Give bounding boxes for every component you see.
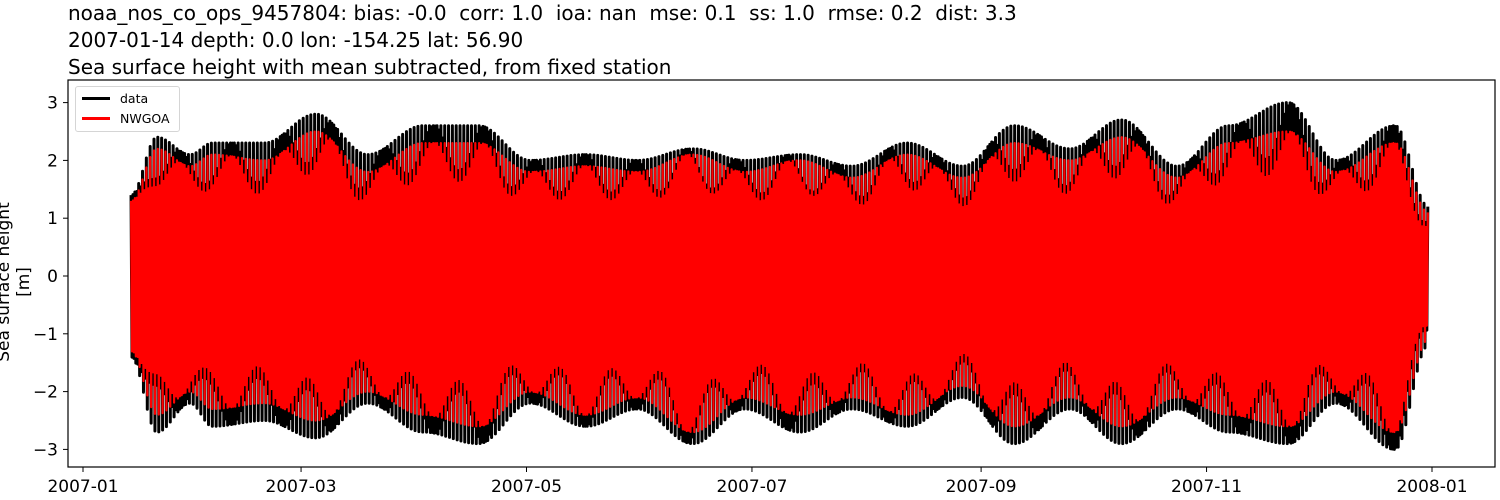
legend-label-data: data xyxy=(120,90,149,106)
legend-item-data: data xyxy=(82,89,148,107)
series-layer xyxy=(129,101,1430,451)
x-tick-label: 2007-11 xyxy=(1171,477,1242,497)
y-axis-ticks: −3 −2 −1 0 1 2 3 xyxy=(33,94,68,460)
y-tick-label: 2 xyxy=(47,151,58,171)
x-tick-label: 2007-03 xyxy=(266,477,337,497)
y-tick-label: 0 xyxy=(47,267,58,287)
y-tick-label: 3 xyxy=(47,94,58,114)
x-tick-label: 2008-01 xyxy=(1396,477,1467,497)
series-nwgoa-line xyxy=(129,130,1429,434)
x-tick-label: 2007-01 xyxy=(47,477,118,497)
y-tick-label: −2 xyxy=(33,383,58,403)
series-data-line xyxy=(129,101,1430,451)
axes-frame xyxy=(67,79,1496,468)
x-axis-ticks: 2007-01 2007-03 2007-05 2007-07 2007-09 2007-… xyxy=(47,467,1468,497)
legend-swatch-data-icon xyxy=(82,96,110,100)
figure-title-line-2: 2007-01-14 depth: 0.0 lon: -154.25 lat: … xyxy=(68,28,524,52)
legend-item-nwgoa: NWGOA xyxy=(82,109,170,127)
figure-title-line-3: Sea surface height with mean subtracted,… xyxy=(68,55,672,79)
y-tick-label: −3 xyxy=(33,440,58,460)
y-tick-label: 1 xyxy=(47,209,58,229)
legend-swatch-nwgoa-icon xyxy=(82,116,110,120)
x-tick-label: 2007-09 xyxy=(946,477,1017,497)
y-tick-label: −1 xyxy=(33,325,58,345)
x-tick-label: 2007-05 xyxy=(491,477,562,497)
legend-label-nwgoa: NWGOA xyxy=(120,110,170,126)
x-tick-label: 2007-07 xyxy=(716,477,787,497)
legend: data NWGOA xyxy=(75,86,180,132)
figure-title-line-1: noaa_nos_co_ops_9457804: bias: -0.0 corr… xyxy=(68,1,1017,25)
